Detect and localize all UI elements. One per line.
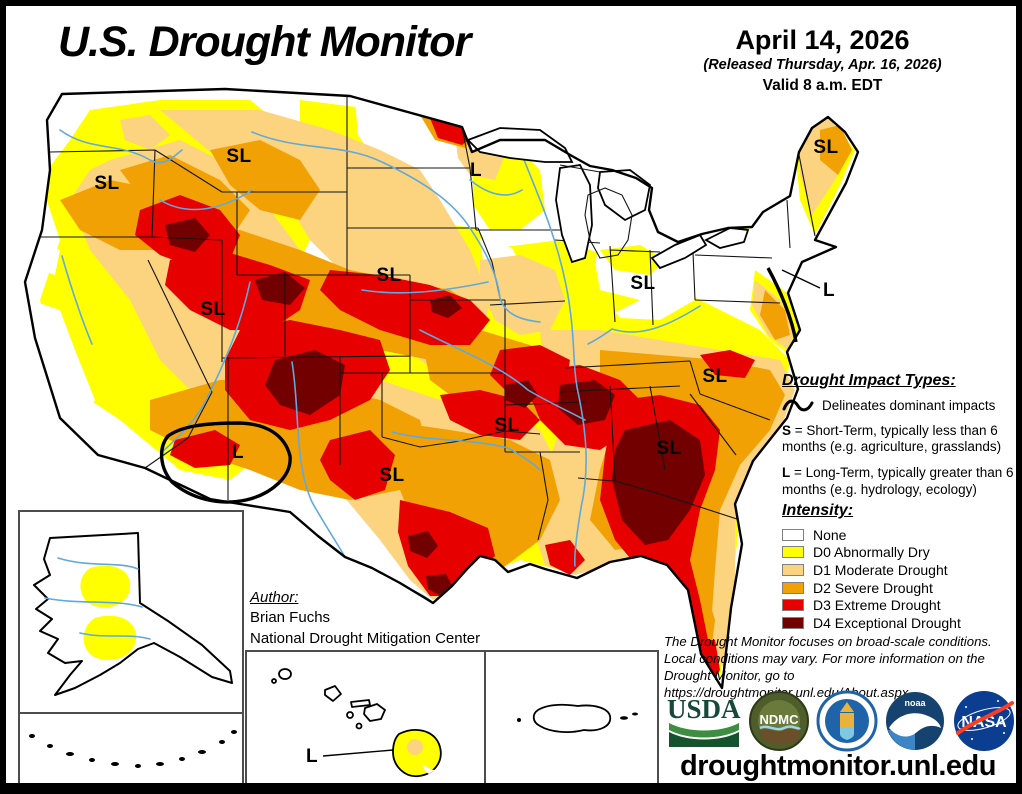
- hawaii-map: [271, 668, 442, 778]
- map-impact-label: L: [305, 746, 319, 767]
- map-impact-label: SL: [494, 415, 520, 436]
- impact-outline-mid-atlantic: [766, 267, 798, 343]
- impact-outline-new-mexico: [160, 421, 292, 504]
- intensity-label: D0 Abnormally Dry: [813, 544, 930, 561]
- map-date: April 14, 2026: [735, 25, 910, 55]
- map-impact-label: SL: [813, 137, 839, 158]
- aleutian-map: [29, 730, 237, 768]
- map-impact-label: L: [822, 280, 836, 301]
- author-title: Author:: [250, 589, 299, 606]
- intensity-swatch: [782, 581, 804, 594]
- intensity-row: D1 Moderate Drought: [782, 561, 1018, 579]
- impact-item-long-term: L = Long-Term, typically greater than 6 …: [782, 465, 1018, 497]
- aleutian-inset: [18, 712, 244, 786]
- impact-text-l: = Long-Term, typically greater than 6 mo…: [782, 465, 1014, 497]
- nasa-logo-text: NASA: [961, 714, 1007, 731]
- map-impact-label: L: [231, 442, 245, 463]
- intensity-row: None: [782, 526, 1018, 544]
- disclaimer-text: The Drought Monitor focuses on broad-sca…: [664, 634, 992, 700]
- logo-row: USDA NDMC noaa N: [666, 689, 1016, 753]
- alaska-inset: [18, 510, 244, 714]
- date-box: April 14, 2026 (Released Thursday, Apr. …: [655, 26, 990, 95]
- intensity-row: D2 Severe Drought: [782, 579, 1018, 597]
- intensity-swatch: [782, 599, 804, 612]
- ndmc-logo-text: NDMC: [760, 712, 800, 727]
- nasa-logo: NASA: [954, 691, 1014, 751]
- intensity-label: D3 Extreme Drought: [813, 597, 941, 614]
- impact-delineates-row: Delineates dominant impacts: [782, 397, 1018, 413]
- usda-logo-text: USDA: [667, 694, 741, 724]
- puerto-rico-inset: [484, 650, 659, 786]
- map-impact-label: SL: [226, 146, 252, 167]
- intensity-label: D4 Exceptional Drought: [813, 614, 961, 631]
- noaa-logo: noaa: [886, 692, 944, 750]
- ndmc-logo: NDMC: [749, 691, 809, 751]
- intensity-row: D0 Abnormally Dry: [782, 544, 1018, 562]
- intensity-row: D3 Extreme Drought: [782, 596, 1018, 614]
- site-url: droughtmonitor.unl.edu: [679, 750, 997, 782]
- intensity-label: D2 Severe Drought: [813, 579, 933, 596]
- release-date: (Released Thursday, Apr. 16, 2026): [703, 57, 942, 74]
- hawaii-inset: [245, 650, 486, 786]
- page-title: U.S. Drought Monitor: [58, 18, 471, 66]
- map-impact-label: SL: [379, 465, 405, 486]
- squiggle-icon: [782, 399, 814, 412]
- intensity-row: D4 Exceptional Drought: [782, 614, 1018, 632]
- author-box: Author: Brian Fuchs National Drought Mit…: [250, 588, 480, 649]
- map-impact-label: SL: [94, 173, 120, 194]
- alaska-map: [33, 532, 233, 696]
- author-name: Brian Fuchs: [250, 609, 331, 627]
- usda-logo: USDA: [667, 694, 741, 747]
- impact-delineates-label: Delineates dominant impacts: [822, 397, 996, 413]
- intensity-swatch: [782, 563, 804, 576]
- impact-key-s: S: [782, 423, 792, 438]
- puerto-rico-map: [517, 703, 638, 733]
- intensity-swatch: [782, 616, 804, 629]
- map-impact-label: SL: [200, 299, 226, 320]
- impact-legend: Drought Impact Types: Delineates dominan…: [782, 372, 1018, 498]
- intensity-legend-title: Intensity:: [782, 502, 854, 519]
- map-impact-label: L: [469, 160, 483, 181]
- leader-line-nj: [781, 269, 821, 289]
- author-org: National Drought Mitigation Center: [250, 629, 481, 647]
- intensity-swatch: [782, 528, 804, 541]
- impact-item-short-term: S = Short-Term, typically less than 6 mo…: [782, 423, 1018, 455]
- intensity-swatch: [782, 546, 804, 559]
- map-impact-label: SL: [702, 366, 728, 387]
- intensity-label: D1 Moderate Drought: [813, 561, 948, 578]
- map-impact-label: SL: [376, 265, 402, 286]
- noaa-logo-text: noaa: [904, 698, 926, 708]
- intensity-rows: None D0 Abnormally Dry D1 Moderate Drought…: [782, 526, 1018, 632]
- intensity-label: None: [813, 526, 847, 543]
- map-impact-label: SL: [630, 273, 656, 294]
- impact-key-l: L: [782, 465, 791, 481]
- impact-text-s: = Short-Term, typically less than 6 mont…: [782, 423, 1002, 455]
- intensity-legend: Intensity: None D0 Abnormally Dry D1 Moder…: [782, 502, 1018, 632]
- impact-legend-title: Drought Impact Types:: [782, 372, 956, 389]
- commerce-logo: [816, 690, 878, 752]
- valid-time: Valid 8 a.m. EDT: [762, 77, 883, 95]
- map-impact-label: SL: [656, 438, 682, 459]
